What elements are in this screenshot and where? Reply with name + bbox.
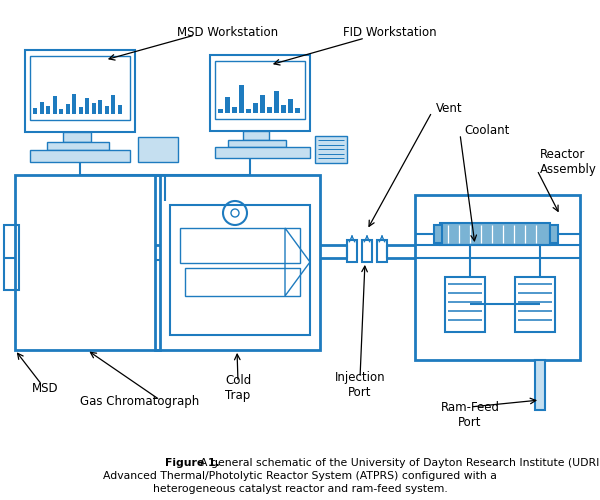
Text: Gas Chromatograph: Gas Chromatograph [80, 396, 199, 408]
Text: Cold
Trap: Cold Trap [225, 374, 251, 402]
Bar [30, 56, 130, 120]
Text: Figure 1.: Figure 1. [165, 458, 220, 468]
Bar [434, 225, 442, 243]
Bar [274, 91, 279, 113]
Text: MSD Workstation: MSD Workstation [178, 26, 278, 38]
Bar [246, 109, 251, 113]
Bar [535, 360, 545, 410]
Bar [232, 107, 237, 113]
Bar [59, 109, 63, 114]
Bar [4, 225, 19, 290]
Bar [225, 97, 230, 113]
Bar [218, 109, 223, 113]
Bar [243, 131, 269, 140]
Bar [180, 228, 300, 263]
Bar [281, 105, 286, 113]
Bar [47, 142, 109, 150]
Bar [98, 100, 102, 114]
Bar [15, 175, 160, 350]
Bar [25, 50, 135, 132]
Text: Reactor
Assembly: Reactor Assembly [540, 148, 597, 176]
Bar [515, 277, 555, 332]
Bar [91, 103, 95, 114]
Bar [295, 108, 300, 113]
Bar [111, 95, 115, 114]
Bar [185, 268, 300, 296]
Bar [33, 108, 37, 114]
Bar [155, 175, 320, 350]
Bar [118, 105, 121, 114]
Bar [46, 106, 50, 114]
Bar [228, 140, 286, 147]
Bar [415, 195, 580, 360]
Bar [239, 85, 244, 113]
Text: Injection
Port: Injection Port [335, 371, 385, 399]
Bar [72, 94, 76, 114]
Bar [215, 61, 305, 119]
Bar [260, 95, 265, 113]
Bar [85, 98, 89, 114]
Bar [362, 240, 372, 262]
Bar [377, 240, 387, 262]
Text: MSD: MSD [32, 382, 59, 394]
Bar [138, 137, 178, 162]
Bar [288, 99, 293, 113]
Bar [440, 223, 550, 245]
Bar [79, 107, 83, 114]
Bar [210, 55, 310, 131]
Text: Ram-Feed
Port: Ram-Feed Port [440, 401, 499, 429]
Bar [267, 107, 272, 113]
Text: FID Workstation: FID Workstation [343, 26, 437, 38]
Bar [65, 104, 70, 114]
Text: heterogeneous catalyst reactor and ram-feed system.: heterogeneous catalyst reactor and ram-f… [152, 484, 448, 494]
Text: Advanced Thermal/Photolytic Reactor System (ATPRS) configured with a: Advanced Thermal/Photolytic Reactor Syst… [103, 471, 497, 481]
Bar [315, 136, 347, 163]
Bar [445, 277, 485, 332]
Bar [215, 147, 310, 158]
Bar [40, 102, 44, 114]
Bar [347, 240, 357, 262]
Bar [170, 205, 310, 335]
Text: A general schematic of the University of Dayton Research Institute (UDRI): A general schematic of the University of… [193, 458, 600, 468]
Text: Vent: Vent [436, 102, 463, 114]
Text: Coolant: Coolant [464, 124, 509, 136]
Bar [30, 150, 130, 162]
Bar [104, 106, 109, 114]
Bar [550, 225, 558, 243]
Bar [53, 96, 56, 114]
Bar [253, 103, 258, 113]
Bar [63, 132, 91, 142]
